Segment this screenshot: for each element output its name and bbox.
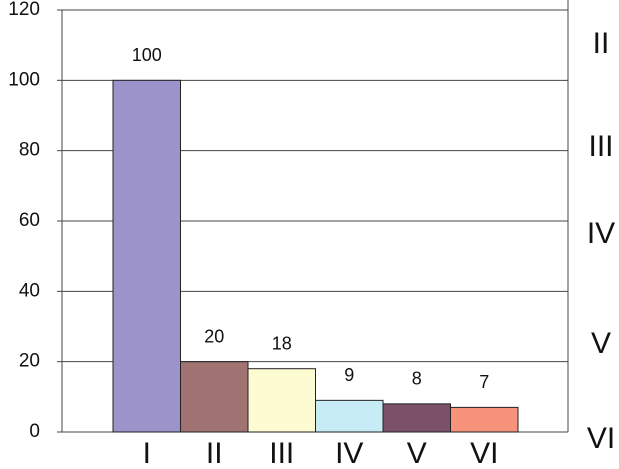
bar	[382, 403, 451, 433]
bar	[315, 399, 384, 433]
value-label: 18	[272, 333, 292, 353]
bar	[450, 406, 519, 433]
right-label: IV	[587, 217, 615, 250]
x-tick-label: IV	[335, 437, 363, 469]
y-tick-label: 20	[19, 351, 40, 372]
x-tick-label: II	[206, 437, 223, 469]
bar	[180, 361, 249, 433]
x-tick-label: V	[407, 437, 427, 469]
right-label: III	[588, 130, 613, 163]
y-tick-label: 40	[19, 280, 40, 301]
value-label: 20	[204, 326, 224, 346]
y-tick-label: 120	[8, 0, 40, 20]
x-tick-label: III	[269, 437, 294, 469]
bar	[247, 368, 316, 433]
y-tick-label: 60	[19, 210, 40, 231]
x-tick-label: VI	[470, 437, 498, 469]
right-label: VI	[587, 422, 615, 455]
bar	[112, 79, 181, 433]
right-label: V	[591, 327, 611, 360]
value-label: 9	[344, 365, 354, 385]
value-label: 7	[479, 372, 489, 392]
x-tick-label: I	[143, 437, 151, 469]
value-label: 100	[132, 45, 162, 65]
y-tick-label: 100	[8, 69, 40, 90]
right-label: II	[593, 27, 610, 60]
value-label: 8	[412, 369, 422, 389]
y-tick-label: 0	[29, 421, 40, 442]
y-tick-label: 80	[19, 140, 40, 161]
